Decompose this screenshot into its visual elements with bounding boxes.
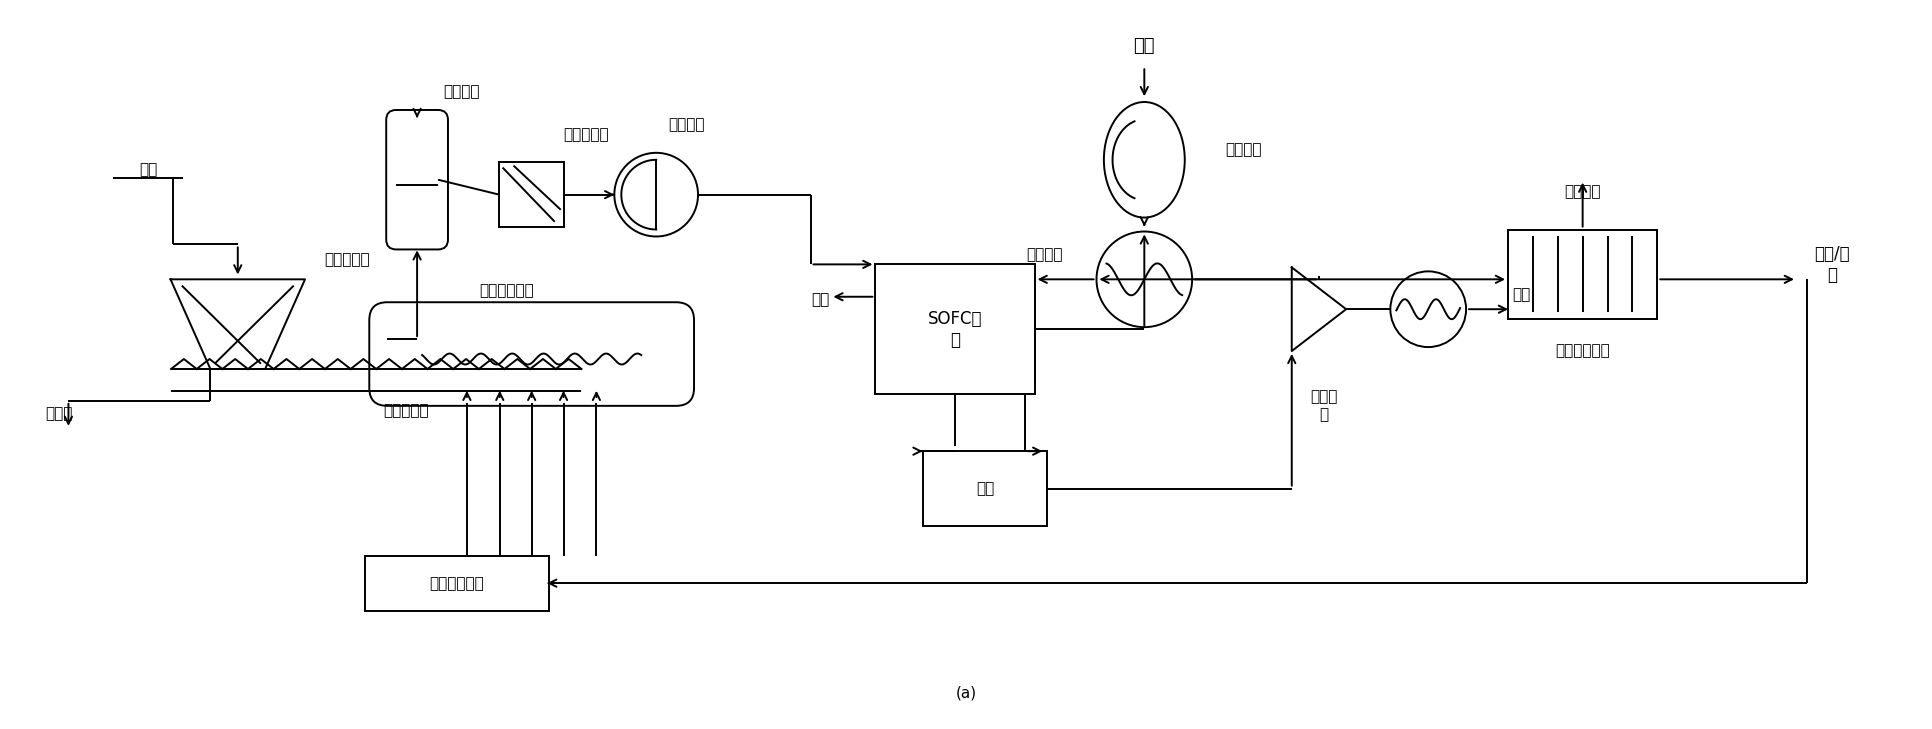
Text: 沼气压缩: 沼气压缩 (668, 117, 705, 133)
Text: (a): (a) (956, 685, 976, 701)
Circle shape (1391, 271, 1466, 347)
Text: 超高压挤压: 超高压挤压 (325, 252, 371, 267)
Text: 干式厌氧反应: 干式厌氧反应 (479, 283, 533, 297)
Bar (923, 451, 1047, 526)
Ellipse shape (1103, 102, 1184, 217)
Text: 空气: 空气 (1134, 37, 1155, 55)
Text: 湿垃圾输送: 湿垃圾输送 (383, 403, 429, 418)
Text: 蒸汽搅拌配汽: 蒸汽搅拌配汽 (429, 576, 485, 590)
Circle shape (614, 153, 697, 236)
Text: 烟气换热: 烟气换热 (1026, 247, 1063, 262)
Text: 尾气排放: 尾气排放 (1565, 184, 1602, 199)
Text: 沼气脱硫: 沼气脱硫 (444, 85, 481, 100)
Bar (365, 555, 549, 611)
Circle shape (1097, 232, 1192, 327)
FancyBboxPatch shape (369, 303, 694, 406)
Text: 空气增压: 空气增压 (1225, 142, 1262, 157)
Text: 电力: 电力 (1511, 286, 1530, 302)
Text: 垃圾: 垃圾 (139, 163, 156, 177)
Bar (498, 163, 564, 227)
Bar (1509, 230, 1658, 319)
Text: 蒸汽/热
水: 蒸汽/热 水 (1814, 245, 1849, 284)
FancyBboxPatch shape (386, 110, 448, 249)
Text: 沼气精过滤: 沼气精过滤 (564, 127, 609, 142)
Text: 电力: 电力 (811, 292, 829, 307)
Text: SOFC发
电: SOFC发 电 (927, 310, 981, 348)
Text: 涡轮发
电: 涡轮发 电 (1310, 389, 1337, 422)
Text: 燃烧: 燃烧 (976, 481, 995, 496)
Text: 干垃圾: 干垃圾 (44, 406, 71, 421)
Bar (875, 265, 1036, 394)
Text: 烟气余热回收: 烟气余热回收 (1555, 343, 1609, 359)
